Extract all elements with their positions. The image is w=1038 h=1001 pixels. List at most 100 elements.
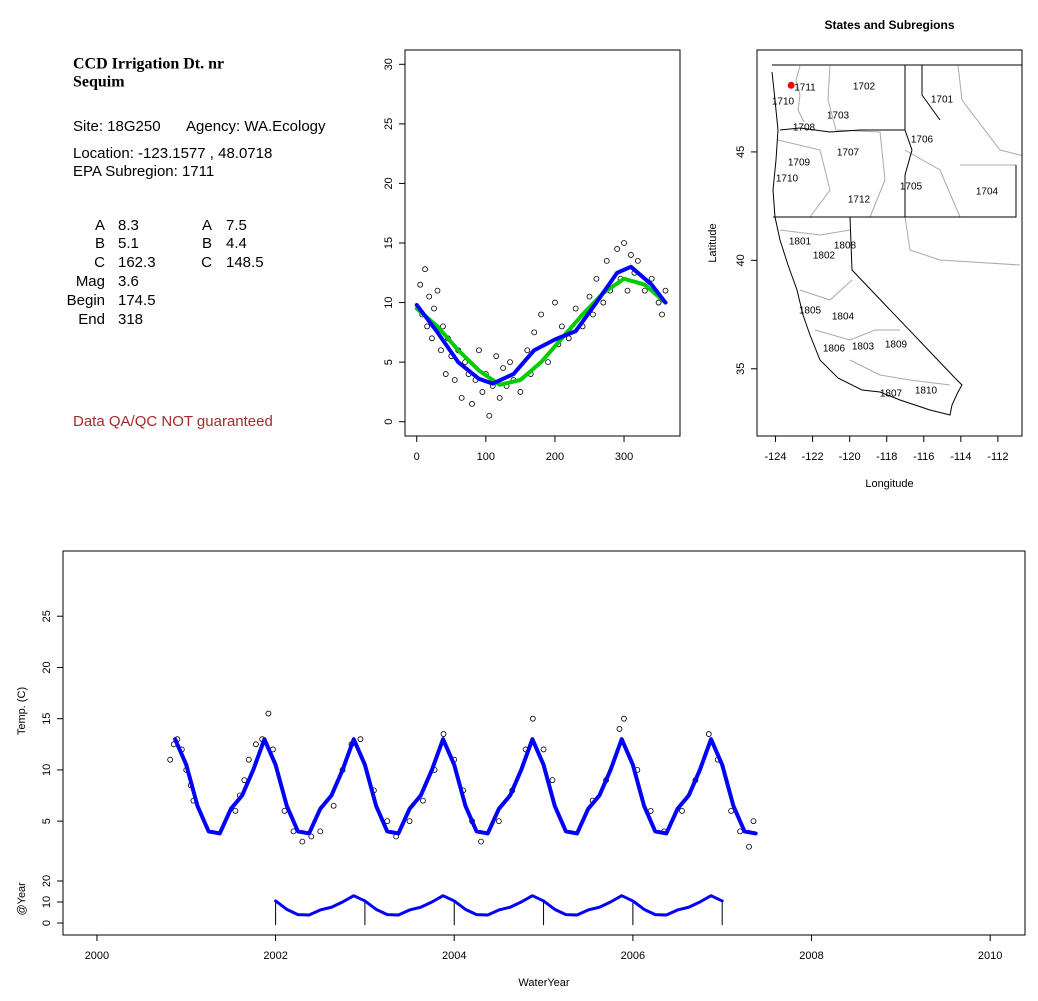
observation: [746, 843, 752, 850]
y-tick-label: 5: [41, 818, 53, 824]
observation: [507, 359, 513, 366]
observation: [476, 347, 482, 354]
region-label: 1809: [885, 340, 908, 351]
observation: [495, 818, 502, 825]
region-label: 1801: [789, 237, 812, 248]
map-title: States and Subregions: [824, 18, 954, 32]
x-axis-label: WaterYear: [518, 977, 569, 989]
y-tick-label: 15: [383, 237, 395, 249]
y-axis-label: Temp. (C): [16, 687, 28, 735]
observation: [648, 275, 655, 282]
info-panel: CCD Irrigation Dt. nr Sequim Site: 18G25…: [67, 56, 326, 430]
observation: [245, 756, 252, 763]
observation: [406, 818, 413, 825]
observation: [593, 275, 600, 282]
puget-sound: [795, 65, 805, 123]
observation: [426, 293, 433, 300]
fit-curve: [173, 737, 758, 836]
observation: [634, 257, 641, 264]
subregion: EPA Subregion: 1711: [73, 163, 214, 180]
y-tick-label: 15: [41, 713, 53, 725]
y-axis-label: Latitude: [707, 223, 719, 262]
param-value: 318: [118, 311, 143, 328]
x-tick-label: -112: [987, 451, 1008, 463]
param-name: C: [94, 254, 105, 271]
x-tick-label: -118: [876, 451, 897, 463]
observation: [531, 329, 538, 336]
subregion-border: [849, 359, 951, 386]
x-tick-label: -120: [839, 451, 861, 463]
x-tick-label: 2008: [799, 950, 823, 962]
param-value: 162.3: [118, 254, 156, 271]
region-label: 1804: [832, 312, 855, 323]
state-border: [849, 216, 956, 379]
param-name: B: [95, 235, 105, 252]
y-tick-label: 10: [383, 296, 395, 308]
observation: [662, 287, 669, 294]
observation: [496, 394, 503, 401]
region-label: 1710: [772, 97, 795, 108]
fit-curve: [274, 894, 724, 917]
param-name: A: [95, 217, 105, 234]
observation: [679, 807, 685, 814]
region-label: 1702: [853, 82, 876, 93]
region-label: 1709: [788, 158, 811, 169]
observation: [458, 394, 465, 401]
region-label: 1706: [911, 135, 934, 146]
region-label: 1708: [793, 123, 816, 134]
y-tick-label: 20: [41, 875, 53, 887]
y-tick-label: 0: [383, 419, 395, 425]
observation: [424, 323, 431, 330]
observation: [600, 299, 607, 306]
subregion-border: [827, 64, 886, 218]
observation: [552, 299, 558, 306]
observation: [628, 252, 634, 258]
fit-curve: [414, 276, 668, 387]
observation: [451, 377, 458, 383]
param-value: 8.3: [118, 217, 139, 234]
region-label: 1806: [823, 344, 846, 355]
observation: [167, 756, 174, 763]
qa-note: Data QA/QC NOT guaranteed: [73, 413, 273, 430]
observation: [603, 257, 610, 264]
x-tick-label: -114: [950, 451, 971, 463]
location: Location: -123.1577 , 48.0718: [73, 145, 272, 162]
observation: [750, 818, 757, 825]
observation: [540, 746, 547, 753]
x-tick-label: 200: [546, 451, 564, 463]
fit-curve: [414, 264, 668, 386]
observation: [440, 323, 446, 330]
agency: Agency: WA.Ecology: [186, 118, 326, 135]
observation: [486, 412, 493, 419]
observation: [469, 400, 475, 407]
y-tick-label: 10: [41, 896, 53, 908]
observation: [417, 281, 424, 288]
observation: [232, 807, 239, 814]
y-axis-label: @Year: [16, 882, 28, 916]
observation: [434, 287, 441, 294]
observation: [590, 311, 596, 318]
observation: [659, 311, 665, 318]
param-name: C: [201, 254, 212, 271]
x-tick-label: -122: [802, 451, 824, 463]
y-tick-label: 20: [41, 661, 53, 673]
subregion-border: [777, 139, 831, 218]
region-label: 1701: [931, 95, 954, 106]
y-tick-label: 35: [735, 363, 747, 375]
observation: [422, 266, 428, 273]
observation: [429, 335, 435, 342]
x-tick-label: 2010: [978, 950, 1002, 962]
subregion-border: [779, 229, 851, 236]
param-name: B: [202, 235, 212, 252]
observation: [308, 833, 315, 840]
x-axis-label: Longitude: [865, 478, 913, 490]
observation: [442, 371, 449, 377]
param-name: Begin: [67, 292, 105, 309]
observation: [614, 246, 621, 252]
site-point: [787, 81, 795, 89]
site-title: CCD Irrigation Dt. nr: [73, 56, 224, 73]
observation: [517, 389, 524, 395]
x-tick-label: 0: [414, 451, 420, 463]
subregion-border: [799, 279, 853, 301]
